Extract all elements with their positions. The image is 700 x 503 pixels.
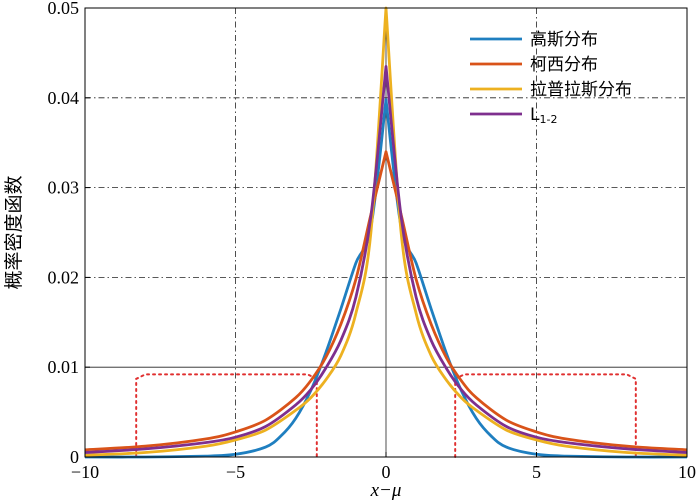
- legend-label-0: 高斯分布: [530, 30, 598, 50]
- x-tick-label-4: 10: [678, 462, 696, 482]
- x-tick-label-0: −10: [71, 462, 99, 482]
- legend-label-2: 拉普拉斯分布: [530, 80, 632, 100]
- y-tick-label-0: 0: [70, 447, 79, 467]
- dotted-region-0: [135, 373, 318, 458]
- tick-labels: −10 −5 0 5 10 0 0.01 0.02 0.03 0.04 0.05: [48, 0, 697, 482]
- series-line-3: [84, 65, 688, 454]
- x-tick-label-1: −5: [226, 462, 245, 482]
- y-tick-label-1: 0.01: [48, 357, 80, 377]
- legend-label-3: L1-2: [530, 105, 557, 126]
- legend-label-1: 柯西分布: [530, 55, 598, 75]
- y-tick-label-4: 0.04: [48, 88, 80, 108]
- x-tick-label-3: 5: [532, 462, 541, 482]
- series-line-0: [84, 98, 688, 459]
- y-tick-label-5: 0.05: [48, 0, 80, 18]
- y-tick-label-3: 0.03: [48, 178, 80, 198]
- x-axis-label: x−μ: [370, 480, 402, 501]
- y-axis-label: 概率密度函数: [3, 175, 25, 289]
- grid: [85, 8, 687, 457]
- y-tick-label-2: 0.02: [48, 267, 80, 287]
- x-tick-label-2: 0: [382, 462, 391, 482]
- series-line-1: [84, 150, 688, 452]
